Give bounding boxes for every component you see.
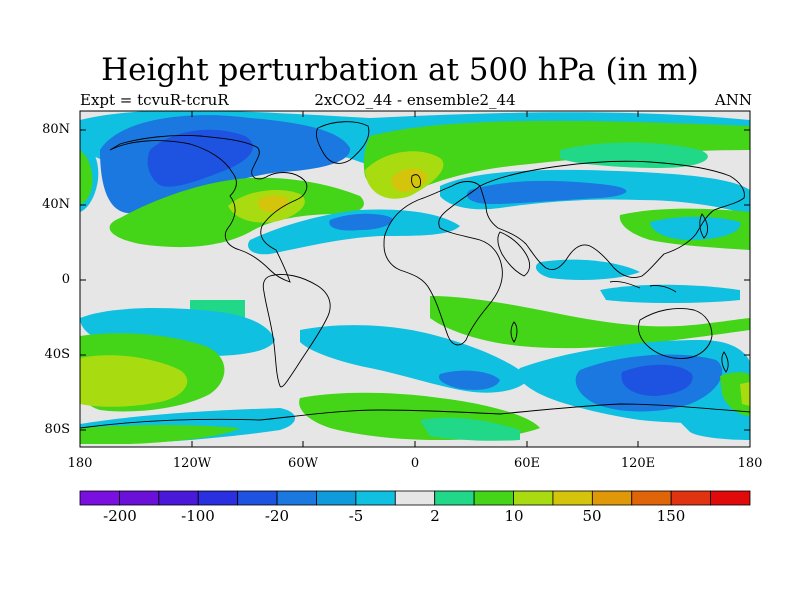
contour-fills [80,111,750,444]
eurasia-mid-blue [466,180,627,204]
south-east-green [720,372,750,416]
colorbar-swatch [355,490,396,506]
east-asia-blue [650,216,741,240]
lat-label-40s: 40S [44,347,70,362]
asia-coast [479,160,745,279]
colorbar-swatch [197,490,239,506]
south-east-dark-blue [621,364,693,396]
coastlines [80,121,750,429]
arabia-india-coast [497,231,531,277]
lon-label-180-east: 180 [737,456,763,471]
colorbar-swatch [434,490,475,506]
atlantic-blue-band [248,209,460,255]
colorbar-swatch [237,490,278,506]
colorbar-label: -200 [103,507,137,525]
colorbar-swatch [473,490,514,506]
experiment-label: Expt = tcvuR-tcruR [80,91,229,109]
colorbar-label: -5 [348,507,364,525]
colorbar-swatch [591,490,633,506]
height-perturbation-map [79,110,751,448]
atlantic-orange [391,168,427,192]
arctic-green-band [363,120,750,195]
colorbar-swatch [710,490,751,506]
lat-label-0: 0 [61,272,70,287]
antarctica-coast [80,403,750,429]
new-zealand-coast [721,351,729,373]
siberia-green [560,142,708,168]
ensemble-label: 2xCO2_44 - ensemble2_44 [314,91,516,109]
colorbar-swatch [119,490,160,506]
season-label: ANN [714,91,752,109]
colorbar-swatch [552,490,593,506]
north-america-coast [109,135,308,283]
map-title: Height perturbation at 500 hPa (in m) [101,52,699,88]
lon-label-60w: 60W [288,456,318,471]
europe-africa-coast [383,181,503,346]
colorbar-label: 2 [430,507,440,525]
west-pole-green [80,150,93,204]
lat-label-40n: 40N [42,197,70,212]
south-america-coast [262,274,331,388]
colorbar-swatch [513,490,554,506]
lon-label-0: 0 [410,456,420,471]
indonesia-coast [609,281,677,293]
antarctic-teal [420,417,520,441]
lat-label-80n: 80N [42,122,70,137]
lon-label-120w: 120W [172,456,212,471]
colorbar-swatch [79,490,120,506]
colorbar-swatch [158,490,199,506]
greenland-coast [315,121,370,164]
lon-label-180-west: 180 [67,456,93,471]
colorbar-swatch [316,490,357,506]
colorbar-swatch [670,490,711,506]
colorbar-swatch [631,490,672,506]
greenland-dark-blue [147,129,253,187]
lon-label-60e: 60E [513,456,541,471]
antarctic-green-west [80,425,240,444]
lat-label-80s: 80S [44,422,70,437]
lon-label-120e: 120E [620,456,656,471]
colorbar-swatch [394,490,436,506]
colorbar-label: 10 [504,507,524,525]
australia-coast [638,308,713,359]
south-east-yellow [740,382,750,406]
colorbar-label: 50 [582,507,602,525]
maritime-blue [600,284,740,303]
axis-ticks [79,111,751,447]
colorbar-label: -100 [181,507,215,525]
south-pacific-yellow [80,355,188,407]
south-atlantic-green [430,296,750,349]
south-indian-mid-blue [438,370,500,390]
japan-coast [699,213,709,239]
uk-coast [411,174,421,188]
colorbar-swatch [276,490,317,506]
atlantic-mid-blue [329,213,393,231]
colorbar-label: 150 [656,507,686,525]
colorbar-label: -20 [264,507,290,525]
madagascar-coast [510,321,518,343]
antarctic-blue-east [680,418,750,440]
